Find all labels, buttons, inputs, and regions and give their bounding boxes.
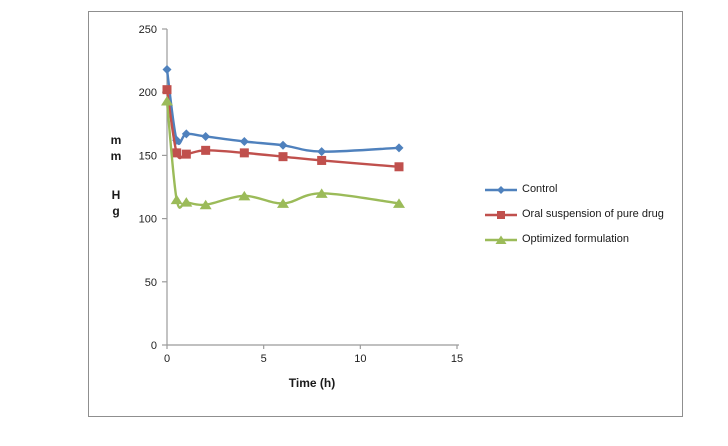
legend-item-oral-suspension: Oral suspension of pure drug [484,208,664,221]
legend-marker-diamond-icon [485,185,517,194]
svg-text:H: H [112,188,121,202]
svg-text:m: m [111,149,122,163]
svg-text:0: 0 [164,353,170,365]
svg-text:100: 100 [139,214,157,226]
line-chart-canvas: 0 50 100 150 200 250 0 5 10 15 Time (h) mm Hg [111,24,463,390]
legend-label-optimized-formulation: Optimized formulation [522,233,629,245]
svg-text:5: 5 [261,353,267,365]
legend-item-control: Control [484,183,664,196]
svg-text:Time (h): Time (h) [289,376,335,390]
svg-text:50: 50 [145,277,157,289]
chart-legend: Control Oral suspension of pure drug Opt… [484,183,664,246]
svg-text:10: 10 [354,353,366,365]
svg-text:m: m [111,133,122,147]
legend-marker-triangle-icon [485,235,517,244]
svg-text:200: 200 [139,87,157,99]
legend-item-optimized-formulation: Optimized formulation [484,233,664,246]
svg-text:0: 0 [151,340,157,352]
svg-text:150: 150 [139,150,157,162]
svg-text:15: 15 [451,353,463,365]
svg-text:250: 250 [139,24,157,36]
legend-label-oral-suspension: Oral suspension of pure drug [522,208,664,220]
svg-text:g: g [112,204,119,218]
legend-marker-square-icon [485,210,517,219]
legend-label-control: Control [522,183,558,195]
